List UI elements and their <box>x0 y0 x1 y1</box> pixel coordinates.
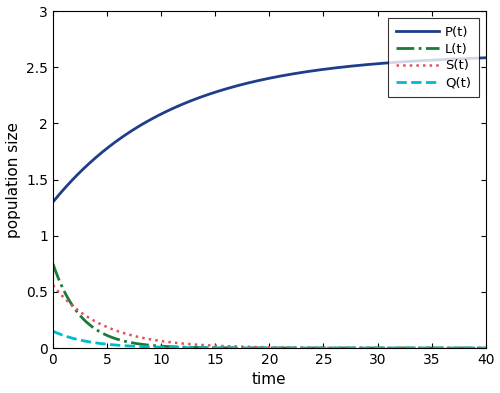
S(t) <box>260 345 266 349</box>
S(t) <box>470 346 476 351</box>
P(t) <box>470 56 476 61</box>
S(t) <box>249 345 255 349</box>
Q(t) <box>390 346 396 351</box>
L(t) <box>72 307 78 312</box>
P(t) <box>72 175 78 180</box>
Legend: P(t), L(t), S(t), Q(t): P(t), L(t), S(t), Q(t) <box>388 18 479 97</box>
X-axis label: time: time <box>252 373 286 387</box>
L(t) <box>470 346 476 351</box>
P(t) <box>260 77 266 82</box>
P(t) <box>390 60 396 65</box>
S(t) <box>470 346 476 351</box>
Q(t) <box>249 345 255 350</box>
Line: S(t): S(t) <box>53 285 486 348</box>
P(t) <box>470 56 476 61</box>
Q(t) <box>482 346 488 351</box>
S(t) <box>390 345 396 350</box>
L(t) <box>482 346 488 351</box>
Q(t) <box>470 346 476 351</box>
S(t) <box>72 305 78 310</box>
Q(t) <box>260 345 266 350</box>
Q(t) <box>50 329 56 334</box>
L(t) <box>50 261 56 266</box>
P(t) <box>249 80 255 84</box>
Line: L(t): L(t) <box>53 264 486 348</box>
S(t) <box>50 283 56 288</box>
Q(t) <box>72 336 78 341</box>
L(t) <box>249 345 255 350</box>
Y-axis label: population size: population size <box>6 121 20 237</box>
S(t) <box>482 346 488 351</box>
P(t) <box>482 55 488 60</box>
L(t) <box>390 346 396 351</box>
P(t) <box>50 200 56 204</box>
L(t) <box>260 345 266 350</box>
L(t) <box>470 346 476 351</box>
Q(t) <box>470 346 476 351</box>
Line: P(t): P(t) <box>53 58 486 202</box>
Line: Q(t): Q(t) <box>53 331 486 348</box>
